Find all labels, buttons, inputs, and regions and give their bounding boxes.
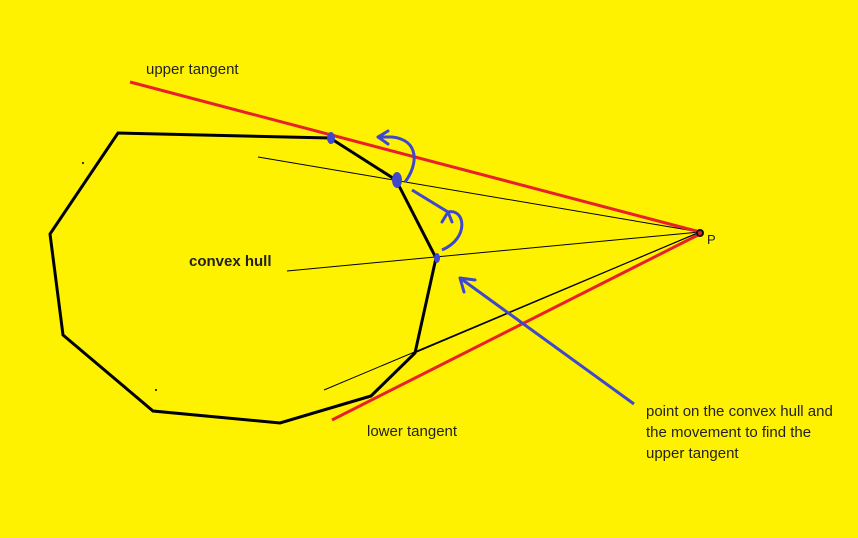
- guide-line-4: [323, 231, 701, 391]
- movement-arrow-1: [378, 135, 416, 183]
- guide-line-1: [257, 156, 701, 233]
- hull-point-top: [327, 132, 335, 144]
- guide-line-2: [286, 231, 701, 272]
- hull-point-lower: [434, 253, 440, 263]
- lower-tangent-label: lower tangent: [367, 423, 458, 440]
- convex-hull-label: convex hull: [189, 253, 272, 270]
- convex-hull-polygon: [48, 131, 438, 425]
- annotation-arrow-shaft: [459, 276, 635, 406]
- speck: [82, 162, 84, 164]
- annotation-label: point on the convex hull and the movemen…: [646, 403, 833, 462]
- movement-arrow-2: [411, 188, 464, 252]
- lower-tangent-line: [331, 232, 701, 422]
- speck: [155, 389, 157, 391]
- movement-arrow-2-head: [440, 210, 454, 224]
- point-p-center: [698, 231, 702, 235]
- movement-arrow-1-head: [376, 129, 390, 146]
- point-p-label: P: [707, 232, 716, 247]
- annotation-arrow-head: [458, 276, 477, 294]
- upper-tangent-label: upper tangent: [146, 61, 239, 78]
- hull-point-middle: [392, 172, 402, 188]
